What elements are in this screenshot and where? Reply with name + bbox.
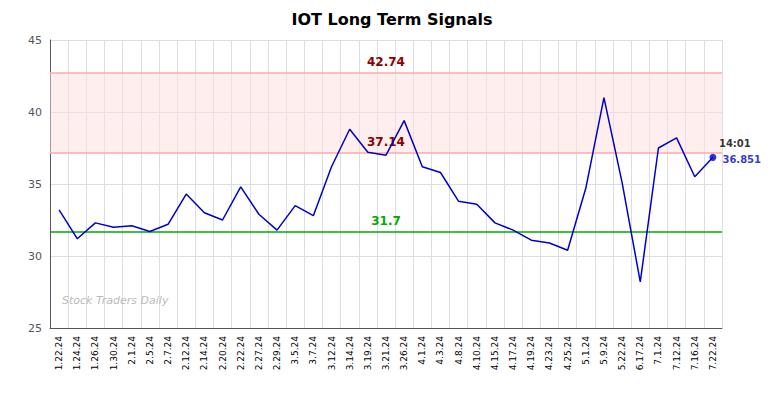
svg-text:7.12.24: 7.12.24: [672, 336, 682, 371]
svg-text:4.10.24: 4.10.24: [472, 336, 482, 371]
svg-text:2.5.24: 2.5.24: [145, 336, 155, 365]
svg-text:IOT Long Term Signals: IOT Long Term Signals: [291, 10, 492, 29]
svg-text:6.17.24: 6.17.24: [635, 336, 645, 371]
svg-text:3.26.24: 3.26.24: [399, 336, 409, 371]
svg-text:3.12.24: 3.12.24: [327, 336, 337, 371]
svg-text:Stock Traders Daily: Stock Traders Daily: [62, 294, 169, 307]
svg-text:2.20.24: 2.20.24: [218, 336, 228, 371]
svg-text:2.29.24: 2.29.24: [272, 336, 282, 371]
svg-text:3.7.24: 3.7.24: [308, 336, 318, 365]
svg-text:4.25.24: 4.25.24: [563, 336, 573, 371]
svg-text:5.9.24: 5.9.24: [599, 336, 609, 365]
svg-text:45: 45: [28, 34, 42, 47]
svg-text:4.8.24: 4.8.24: [454, 336, 464, 365]
svg-text:1.26.24: 1.26.24: [90, 336, 100, 371]
svg-text:5.22.24: 5.22.24: [617, 336, 627, 371]
svg-text:36.851: 36.851: [722, 154, 761, 165]
svg-text:1.24.24: 1.24.24: [72, 336, 82, 371]
svg-text:4.15.24: 4.15.24: [490, 336, 500, 371]
svg-text:3.19.24: 3.19.24: [363, 336, 373, 371]
svg-text:3.21.24: 3.21.24: [381, 336, 391, 371]
svg-text:2.12.24: 2.12.24: [181, 336, 191, 371]
svg-text:7.1.24: 7.1.24: [653, 336, 663, 365]
svg-text:42.74: 42.74: [367, 55, 405, 69]
svg-text:4.1.24: 4.1.24: [417, 336, 427, 365]
svg-text:3.5.24: 3.5.24: [290, 336, 300, 365]
svg-text:1.30.24: 1.30.24: [109, 336, 119, 371]
svg-text:4.3.24: 4.3.24: [435, 336, 445, 365]
svg-text:2.27.24: 2.27.24: [254, 336, 264, 371]
svg-text:3.14.24: 3.14.24: [345, 336, 355, 371]
svg-text:4.23.24: 4.23.24: [544, 336, 554, 371]
svg-text:37.14: 37.14: [367, 135, 405, 149]
svg-text:7.22.24: 7.22.24: [708, 336, 718, 371]
svg-text:5.1.24: 5.1.24: [581, 336, 591, 365]
svg-text:2.14.24: 2.14.24: [199, 336, 209, 371]
svg-text:1.22.24: 1.22.24: [54, 336, 64, 371]
svg-text:4.19.24: 4.19.24: [526, 336, 536, 371]
svg-text:2.1.24: 2.1.24: [127, 336, 137, 365]
svg-text:2.22.24: 2.22.24: [236, 336, 246, 371]
svg-text:7.16.24: 7.16.24: [690, 336, 700, 371]
svg-text:14:01: 14:01: [719, 138, 751, 149]
svg-text:40: 40: [28, 106, 42, 119]
svg-text:30: 30: [28, 250, 42, 263]
svg-text:2.7.24: 2.7.24: [163, 336, 173, 365]
svg-text:25: 25: [28, 322, 42, 335]
svg-text:35: 35: [28, 178, 42, 191]
svg-text:4.17.24: 4.17.24: [508, 336, 518, 371]
svg-text:31.7: 31.7: [371, 214, 401, 228]
